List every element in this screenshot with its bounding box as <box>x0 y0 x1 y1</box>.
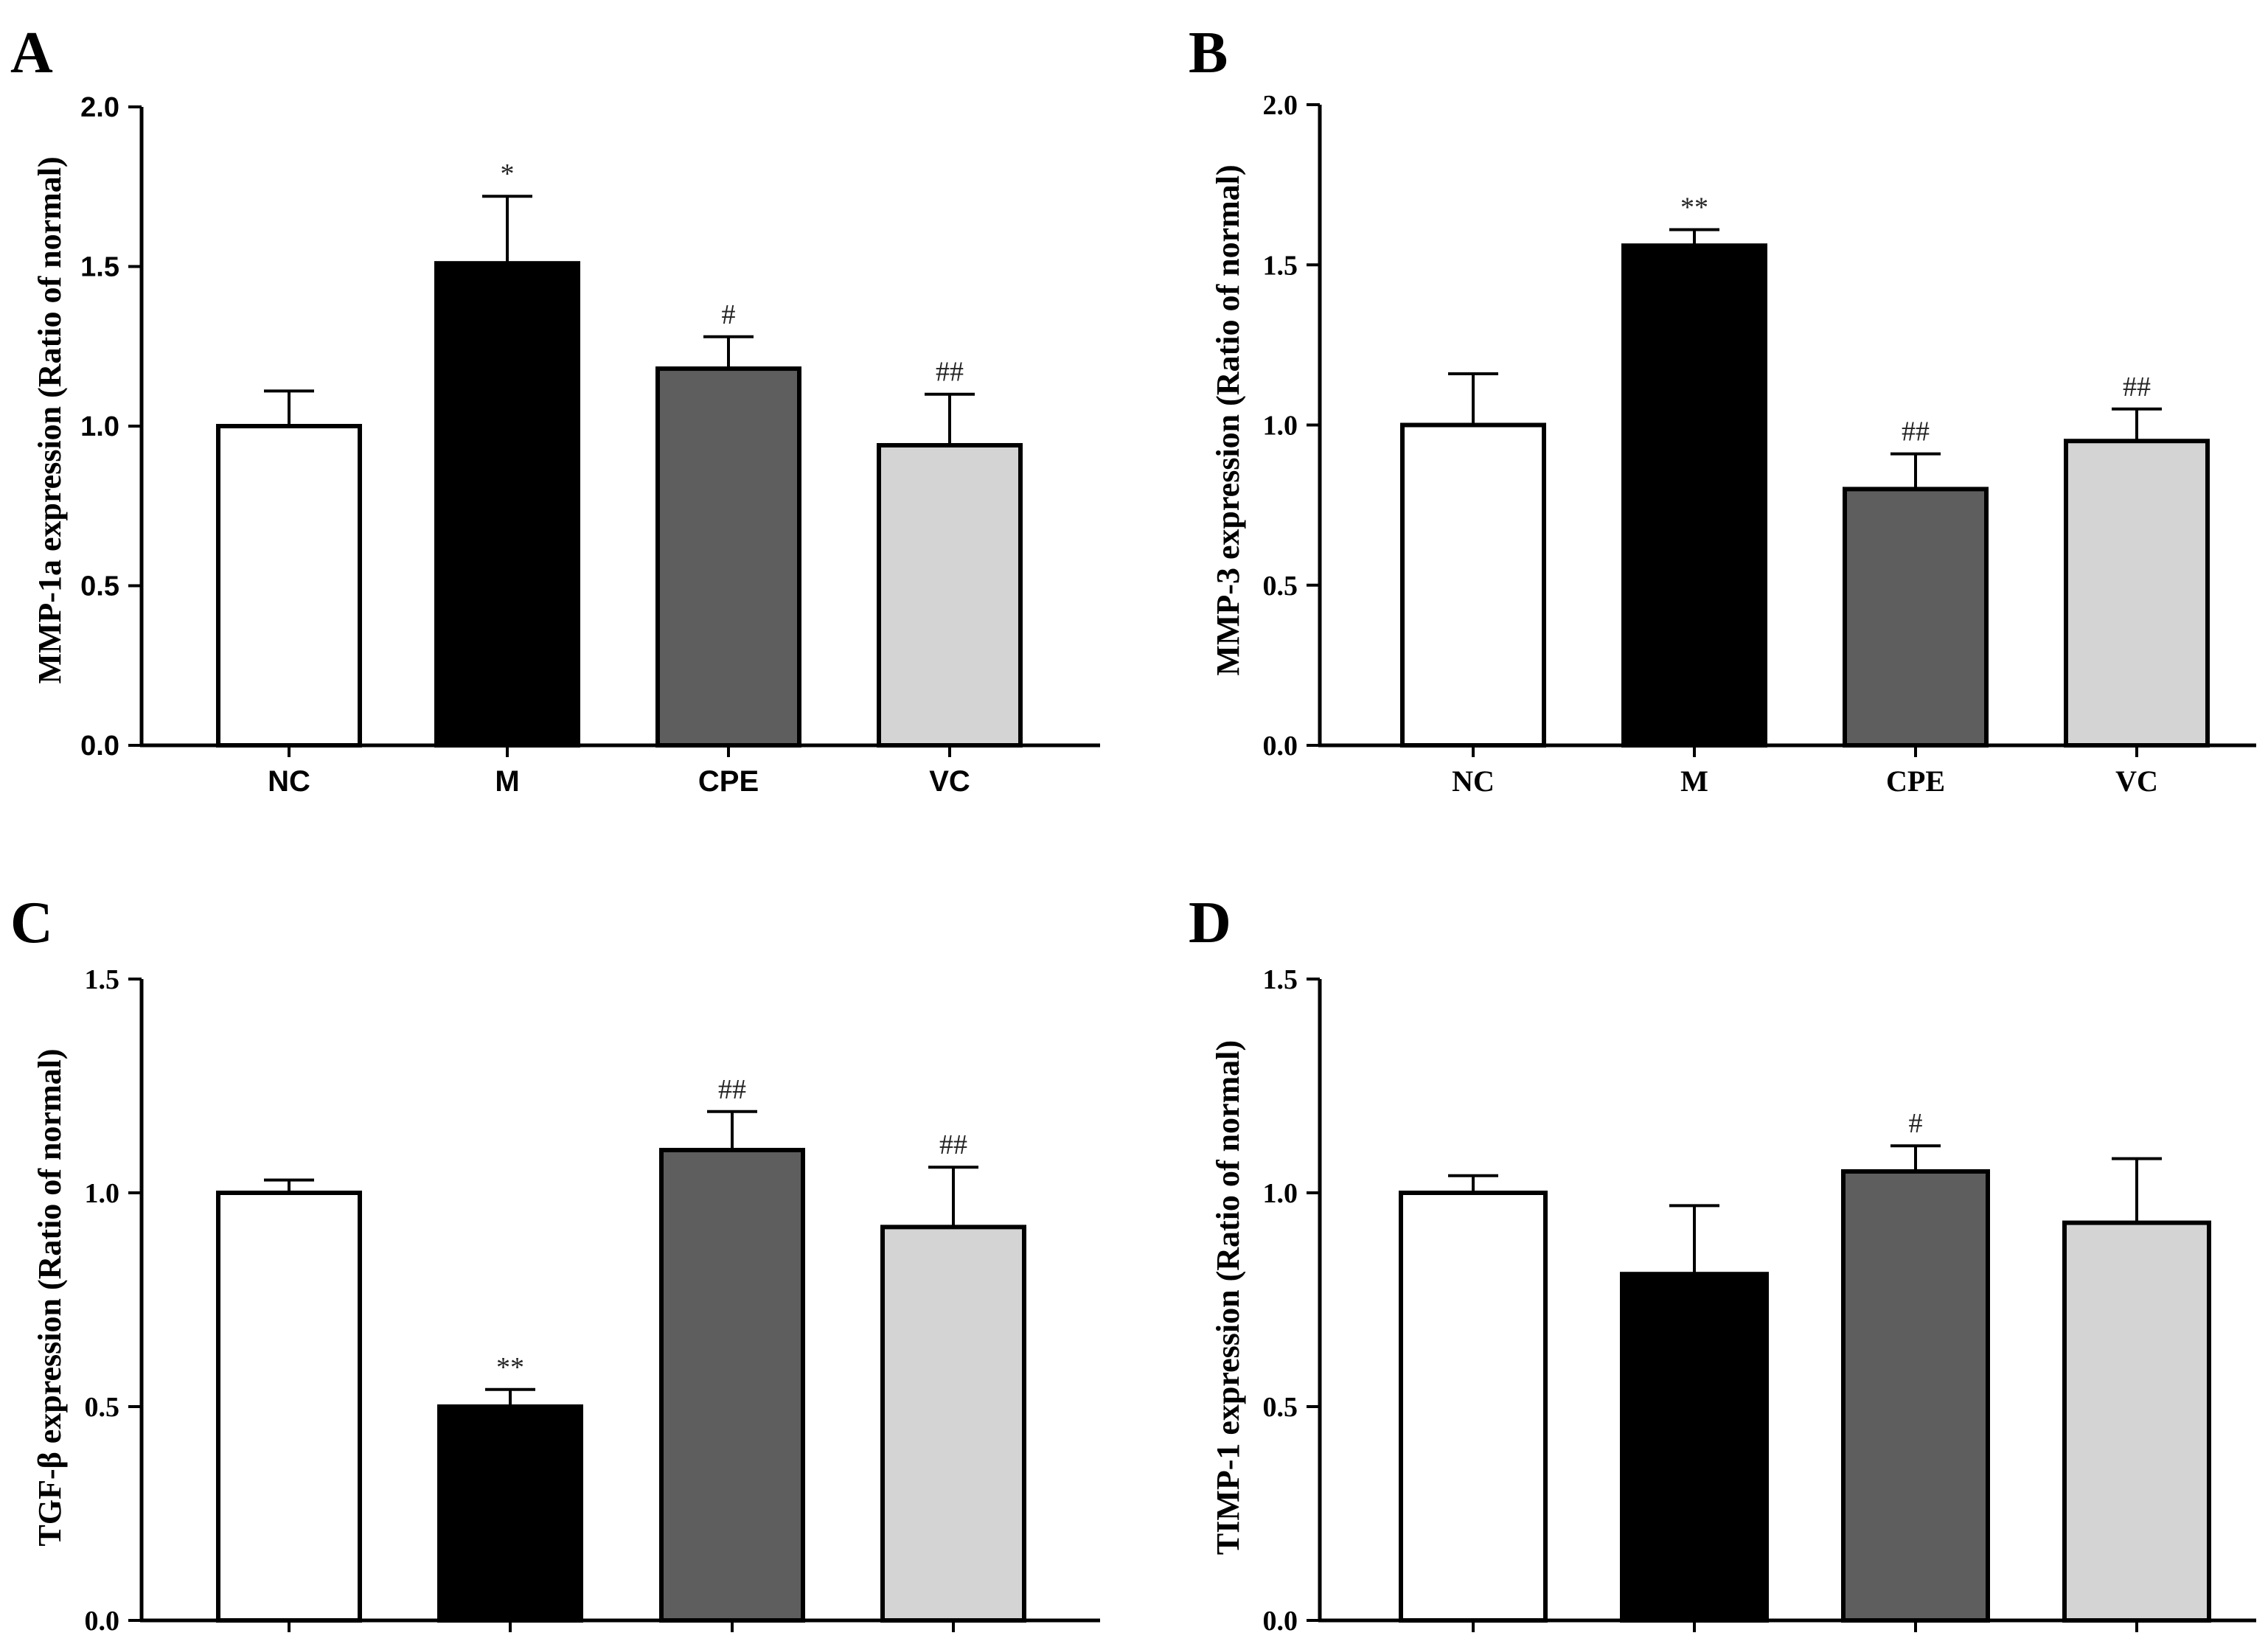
y-tick-label: 1.0 <box>85 1178 120 1209</box>
bar-m <box>1620 1272 1769 1623</box>
x-tick-label: VC <box>2115 764 2158 798</box>
panel-b: B MMP-3 expression (Ratio of normal) NC *… <box>1189 21 2256 798</box>
x-tick-label: VC <box>929 765 970 798</box>
bar-cpe <box>1841 1169 1990 1623</box>
y-tick-label: 1.5 <box>85 964 120 995</box>
bar-nc <box>1399 1191 1548 1623</box>
x-tick-label: NC <box>1452 764 1495 798</box>
y-axis-label-c: TGF-β expression (Ratio of normal) <box>32 1049 68 1547</box>
x-tick-label: CPE <box>703 1640 762 1644</box>
y-tick-label: 2.0 <box>1263 90 1298 121</box>
significance-label: * <box>501 159 515 189</box>
y-tick-label: 1.0 <box>1263 411 1298 442</box>
y-tick-label: 1.5 <box>80 252 119 283</box>
significance-label: ## <box>939 1129 967 1160</box>
y-tick-label: 0.5 <box>1263 1392 1298 1423</box>
y-tick-label: 1.5 <box>1263 964 1298 995</box>
y-axis-label-d: TIMP-1 expression (Ratio of normal) <box>1210 1040 1246 1555</box>
y-tick-label: 2.0 <box>80 92 119 123</box>
significance-label: ** <box>1680 192 1708 223</box>
bar-cpe <box>655 366 801 748</box>
bar-vc <box>880 1225 1026 1623</box>
bar-nc <box>216 1191 362 1623</box>
significance-label: # <box>1909 1108 1923 1139</box>
bar-m <box>437 1404 583 1623</box>
y-tick-label: 0.5 <box>80 571 119 602</box>
y-tick-label: 0.5 <box>85 1392 120 1423</box>
x-tick-label: CPE <box>1886 1640 1945 1644</box>
panel-letter-b: B <box>1189 21 1228 86</box>
y-tick-label: 1.0 <box>1263 1178 1298 1209</box>
significance-label: ## <box>2123 372 2151 403</box>
panel-letter-a: A <box>10 21 53 86</box>
x-tick-label: NC <box>1452 1640 1495 1644</box>
panel-letter-c: C <box>10 891 53 955</box>
panel-letter-d: D <box>1189 891 1231 955</box>
bar-nc <box>216 424 362 748</box>
bar-vc <box>2062 1220 2211 1623</box>
panel-c: C TGF-β expression (Ratio of normal) NC *… <box>10 891 1100 1644</box>
significance-label: ## <box>718 1074 746 1105</box>
x-tick-label: CPE <box>698 765 759 798</box>
panel-d: D TIMP-1 expression (Ratio of normal) NC… <box>1189 891 2256 1644</box>
panel-a: A MMP-1a expression (Ratio of normal) NC… <box>10 21 1100 798</box>
bar-cpe <box>659 1148 805 1623</box>
x-tick-label: VC <box>932 1640 975 1644</box>
x-tick-label: M <box>496 1640 524 1644</box>
y-tick-label: 0.0 <box>85 1606 120 1637</box>
x-tick-label: NC <box>268 1640 310 1644</box>
significance-label: ** <box>496 1352 524 1383</box>
y-tick-label: 0.0 <box>80 731 119 762</box>
y-axis-label-a: MMP-1a expression (Ratio of normal) <box>32 156 68 683</box>
y-axis-label-b: MMP-3 expression (Ratio of normal) <box>1210 164 1246 675</box>
bar-m <box>434 261 580 748</box>
x-tick-label: M <box>1680 764 1708 798</box>
bar-nc <box>1400 422 1546 748</box>
bar-m <box>1621 243 1767 748</box>
y-tick-label: 0.0 <box>1263 1606 1298 1637</box>
x-tick-label: NC <box>268 765 310 798</box>
bar-cpe <box>1843 487 1989 748</box>
x-tick-label: M <box>495 765 519 798</box>
x-tick-label: M <box>1680 1640 1708 1644</box>
bar-vc <box>877 442 1023 748</box>
x-tick-label: CPE <box>1886 764 1945 798</box>
y-tick-label: 0.0 <box>1263 731 1298 762</box>
significance-label: ## <box>936 357 964 388</box>
y-tick-label: 0.5 <box>1263 571 1298 602</box>
y-tick-label: 1.5 <box>1263 250 1298 281</box>
y-tick-label: 1.0 <box>80 411 119 442</box>
bar-vc <box>2064 439 2210 748</box>
significance-label: ## <box>1902 417 1930 447</box>
significance-label: # <box>722 299 736 330</box>
x-tick-label: VC <box>2115 1640 2158 1644</box>
